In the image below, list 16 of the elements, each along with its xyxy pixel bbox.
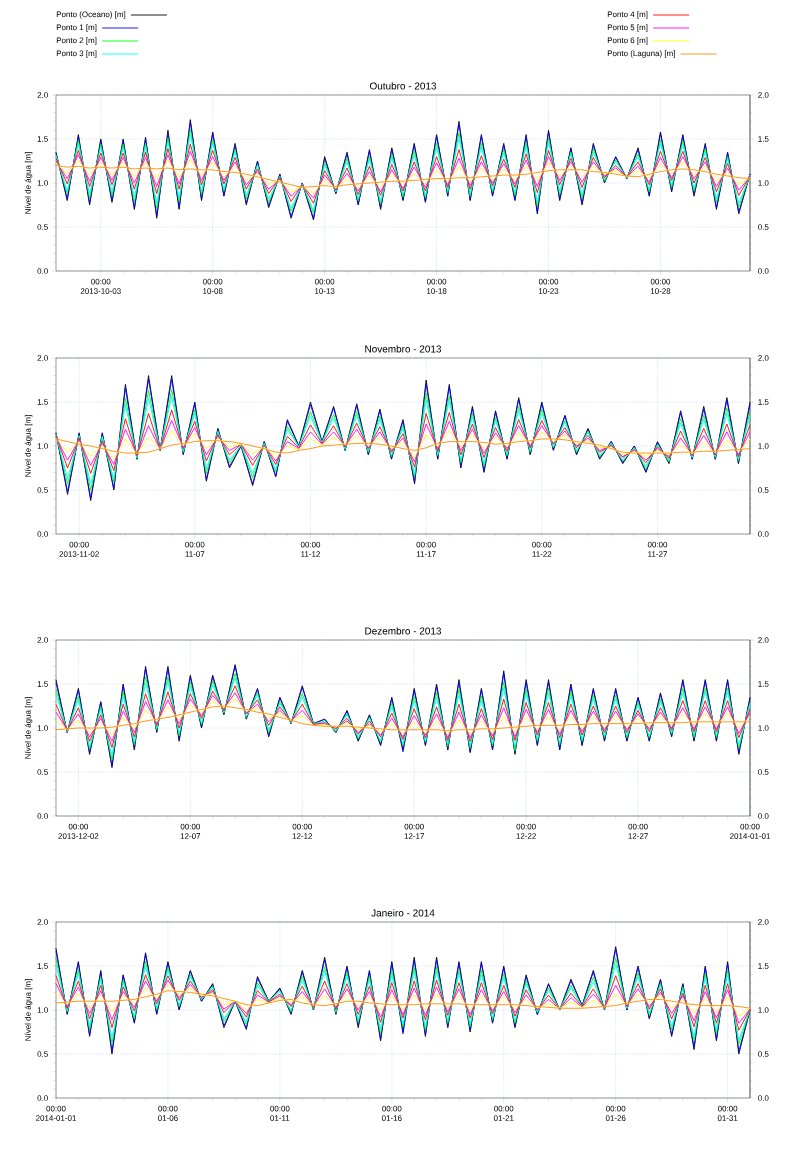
line-series xyxy=(55,698,751,736)
line-series xyxy=(55,158,751,195)
line-series xyxy=(55,143,751,204)
line-series xyxy=(55,692,751,742)
line-series xyxy=(55,150,751,199)
line-series xyxy=(55,974,751,1031)
line-series xyxy=(55,409,751,474)
chart-title: Janeiro - 2014 xyxy=(371,909,435,917)
line-series xyxy=(55,429,751,460)
chart-title: Dezembro - 2013 xyxy=(365,627,442,635)
line-series xyxy=(55,685,751,748)
chart-title: Novembro - 2013 xyxy=(365,345,442,353)
line-series xyxy=(55,984,751,1017)
chart-title: Outubro - 2013 xyxy=(369,82,437,90)
line-series xyxy=(55,979,751,1024)
line-series xyxy=(55,420,751,466)
